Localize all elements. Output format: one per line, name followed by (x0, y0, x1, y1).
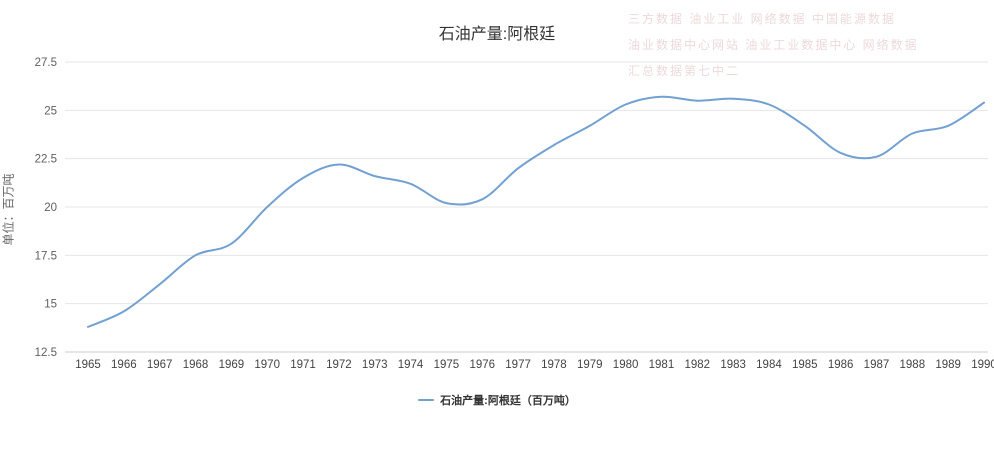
x-axis-tick-label: 1976 (469, 359, 495, 371)
x-axis-tick-label: 1989 (935, 359, 961, 371)
x-axis-tick-label: 1988 (900, 359, 926, 371)
x-axis-tick-label: 1982 (684, 359, 710, 371)
x-axis-tick-label: 1990 (971, 359, 994, 371)
x-axis-tick-label: 1984 (756, 359, 782, 371)
x-axis-tick-label: 1980 (613, 359, 639, 371)
x-axis-tick-label: 1970 (254, 359, 280, 371)
x-axis-tick-label: 1977 (505, 359, 531, 371)
x-axis-tick-label: 1969 (219, 359, 245, 371)
x-axis-tick-label: 1974 (398, 359, 424, 371)
y-axis-tick-label: 27.5 (35, 57, 57, 69)
x-axis-tick-label: 1975 (434, 359, 460, 371)
x-axis-tick-label: 1983 (720, 359, 746, 371)
x-axis-tick-label: 1979 (577, 359, 603, 371)
legend[interactable]: 石油产量:阿根廷（百万吨） (0, 392, 994, 408)
x-axis-tick-label: 1978 (541, 359, 567, 371)
x-axis-tick-label: 1971 (290, 359, 316, 371)
x-axis-tick-label: 1973 (362, 359, 388, 371)
x-axis-tick-label: 1987 (864, 359, 890, 371)
y-axis-tick-label: 17.5 (35, 250, 57, 262)
chart-title: 石油产量:阿根廷 (438, 26, 556, 43)
x-axis-tick-label: 1986 (828, 359, 854, 371)
x-axis-tick-label: 1968 (183, 359, 209, 371)
series-line (87, 95, 985, 328)
y-axis-tick-label: 20 (44, 202, 57, 214)
x-axis-tick-label: 1965 (75, 359, 101, 371)
x-axis-tick-label: 1981 (649, 359, 675, 371)
legend-line-swatch (418, 399, 435, 401)
x-axis-tick-label: 1985 (792, 359, 818, 371)
y-axis-tick-label: 22.5 (35, 154, 57, 166)
x-axis-tick-label: 1966 (111, 359, 137, 371)
y-axis-tick-label: 15 (44, 299, 57, 311)
y-axis-tick-label: 12.5 (35, 347, 57, 359)
legend-label: 石油产量:阿根廷（百万吨） (440, 395, 576, 407)
x-axis-tick-label: 1972 (326, 359, 352, 371)
y-axis-tick-label: 25 (44, 105, 57, 117)
x-axis-tick-label: 1967 (147, 359, 173, 371)
